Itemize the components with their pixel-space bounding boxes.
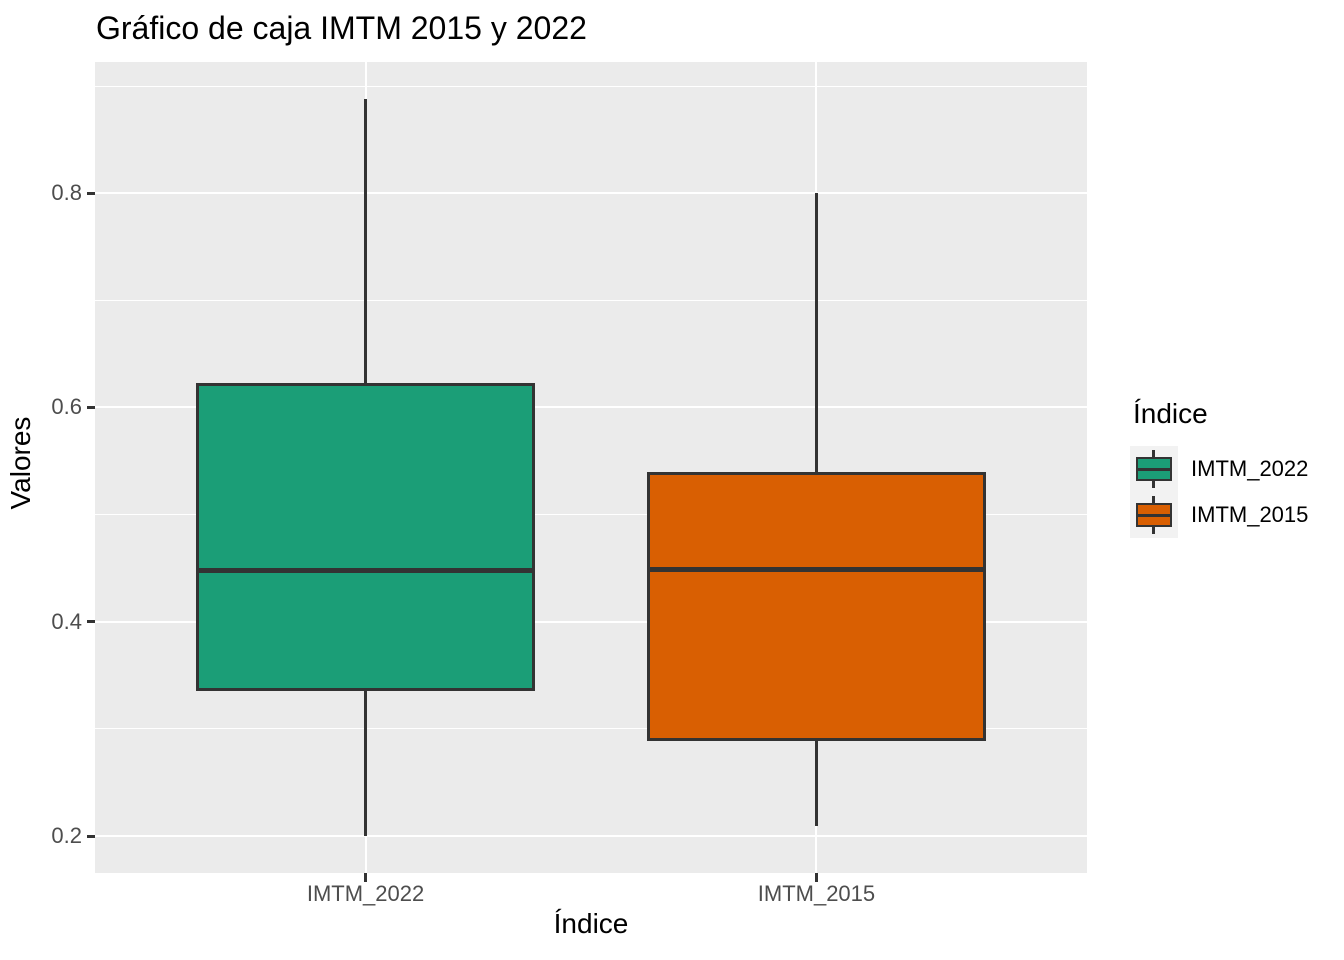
minor-gridline <box>95 728 1087 730</box>
boxplot-median <box>196 567 535 573</box>
legend-keys: IMTM_2022 IMTM_2015 <box>1130 446 1308 538</box>
y-tick-label: 0.6 <box>51 394 82 420</box>
legend-title: Índice <box>1133 398 1208 429</box>
legend-entry: IMTM_2015 <box>1130 492 1308 538</box>
major-gridline <box>95 620 1087 623</box>
y-tick-label: 0.2 <box>51 823 82 849</box>
x-tick-mark <box>364 873 368 882</box>
y-axis-title: Valores <box>5 416 36 510</box>
x-axis-title: Índice <box>553 908 629 939</box>
plot-panel <box>95 62 1087 873</box>
major-gridline <box>95 835 1087 838</box>
y-tick-mark <box>87 191 95 195</box>
legend-key-boxplot-icon <box>1130 492 1178 538</box>
y-tick-label: 0.8 <box>51 180 82 206</box>
x-tick-label: IMTM_2015 <box>757 881 876 906</box>
legend-key-median <box>1136 468 1172 471</box>
legend-label: IMTM_2022 <box>1191 456 1309 481</box>
y-tick-mark <box>87 834 95 838</box>
legend: Índice IMTM_2022 IMTM_2015 <box>1130 398 1308 538</box>
legend-label: IMTM_2015 <box>1191 502 1309 527</box>
minor-gridline <box>95 514 1087 516</box>
x-tick-label: IMTM_2022 <box>306 881 425 906</box>
major-gridline <box>95 192 1087 195</box>
chart-title: Gráfico de caja IMTM 2015 y 2022 <box>96 10 587 46</box>
y-tick-mark <box>87 405 95 409</box>
boxplot-median <box>647 566 986 572</box>
x-tick-mark <box>814 873 818 882</box>
major-gridline <box>95 406 1087 409</box>
y-tick-mark <box>87 620 95 624</box>
legend-key-boxplot-icon <box>1130 446 1178 492</box>
minor-gridline <box>95 299 1087 301</box>
legend-entry: IMTM_2022 <box>1130 446 1308 492</box>
legend-key-median <box>1136 514 1172 517</box>
minor-gridline <box>95 85 1087 87</box>
y-tick-label: 0.4 <box>51 608 82 634</box>
boxplot-box <box>196 382 535 692</box>
boxplot-box <box>647 471 986 741</box>
